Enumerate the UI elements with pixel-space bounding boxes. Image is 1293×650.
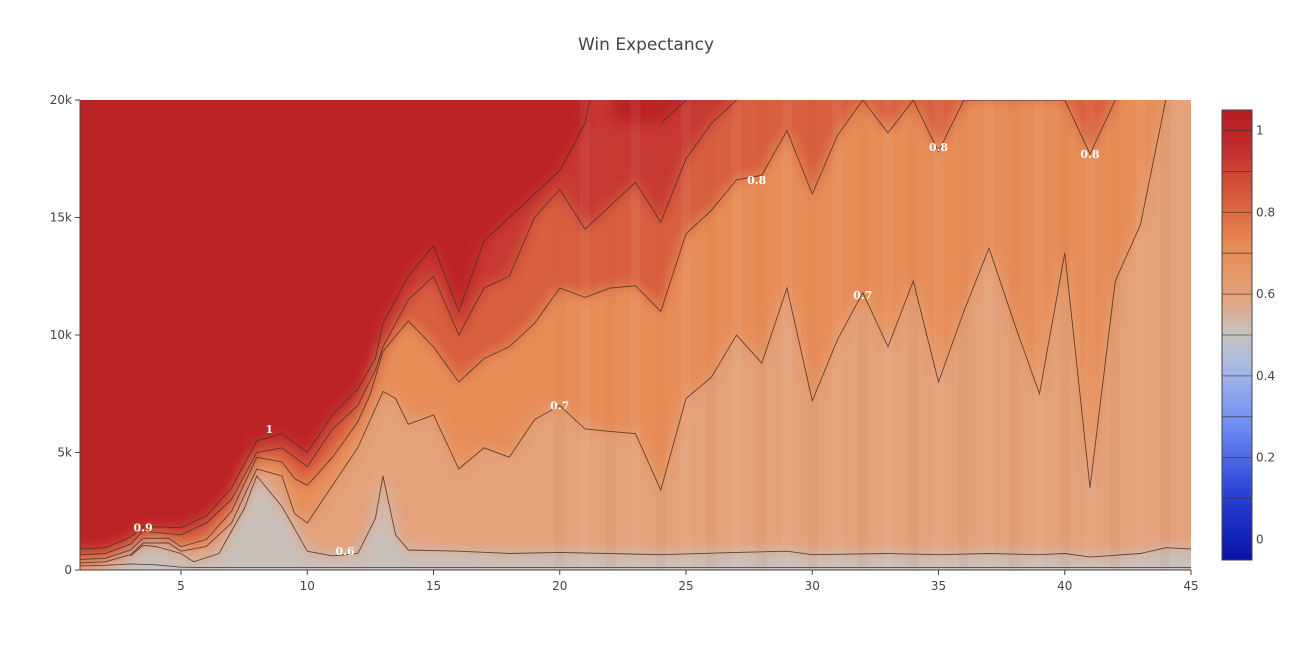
shading-stripe: [681, 100, 691, 570]
contour-line: [130, 475, 1191, 563]
shading-stripe: [857, 100, 868, 570]
y-tick-label: 15k: [50, 211, 72, 225]
contour-fill-group: [80, 100, 1191, 570]
shading-stripe: [807, 100, 818, 570]
shading-stripe: [1135, 100, 1146, 570]
shading-stripe: [782, 100, 792, 570]
shading-stripe: [1110, 100, 1121, 570]
x-tick-label: 15: [426, 579, 441, 593]
shading-stripe: [908, 100, 919, 570]
contour-label: 0.7: [853, 289, 872, 302]
shading-stripe: [832, 100, 843, 570]
shading-stripe: [933, 100, 944, 570]
y-tick-label: 10k: [50, 328, 72, 342]
shading-stripe: [883, 100, 893, 570]
shading-stripe: [1059, 100, 1070, 570]
x-axis: 5 10 15 20 25 30 35 40 45: [80, 569, 1199, 593]
shading-stripe: [958, 100, 969, 570]
colorbar-tick-label: 0.2: [1256, 451, 1275, 465]
contour-label: 0.8: [747, 174, 766, 187]
shading-stripe: [580, 100, 590, 570]
contour-label: 0.8: [929, 141, 948, 154]
y-tick-label: 5k: [57, 446, 72, 460]
shading-stripe: [756, 100, 767, 570]
colorbar-tick-label: 0.8: [1256, 205, 1275, 219]
y-axis: 0 5k 10k 15k 20k: [50, 93, 81, 577]
x-tick-label: 20: [552, 579, 567, 593]
contour-label: 0.6: [336, 545, 355, 558]
contour-label: 0.7: [550, 400, 569, 413]
contour-line: [80, 100, 1116, 560]
shading-stripe: [605, 100, 616, 570]
colorbar-tick-label: 1: [1256, 123, 1264, 137]
shading-stripe: [706, 100, 717, 570]
colorbar: 0 0.2 0.4 0.6 0.8 1: [1221, 109, 1275, 561]
x-tick-label: 10: [300, 579, 315, 593]
contour-line: [80, 563, 1191, 569]
contour-line: [80, 100, 737, 556]
x-tick-label: 25: [678, 579, 693, 593]
chart-title: Win Expectancy: [578, 35, 714, 55]
contour-line: [80, 100, 591, 550]
colorbar-tick-label: 0.4: [1256, 369, 1275, 383]
shading-stripe: [630, 100, 641, 570]
shading-stripe: [984, 100, 994, 570]
shading-stripe: [1009, 100, 1020, 570]
shading-stripe: [655, 100, 666, 570]
contour-fills: [80, 100, 1191, 570]
colorbar-tick-label: 0: [1256, 533, 1264, 547]
colorbar-tick-label: 0.6: [1256, 287, 1275, 301]
contour-fill-low: [107, 476, 1191, 570]
x-tick-label: 30: [805, 579, 820, 593]
x-tick-label: 40: [1057, 579, 1072, 593]
y-tick-label: 0: [64, 563, 72, 577]
contour-fill: [80, 100, 590, 549]
contour-label: 0.8: [1080, 148, 1099, 161]
shading-stripe: [1160, 100, 1171, 570]
shading-stripe: [554, 100, 565, 570]
shading-stripe: [1085, 100, 1095, 570]
contour-label: 1: [266, 423, 274, 436]
x-tick-label: 35: [931, 579, 946, 593]
contour-label: 0.9: [134, 522, 153, 535]
y-tick-label: 20k: [50, 93, 72, 107]
x-tick-label: 5: [177, 579, 185, 593]
contour-labels: 0.9 1 0.6 0.7 0.7 0.8 0.8 0.8: [134, 141, 1100, 558]
x-tick-label: 45: [1183, 579, 1198, 593]
contour-lines: [80, 100, 1191, 569]
contour-line: [80, 100, 1167, 564]
shading-stripe: [1034, 100, 1045, 570]
contour-line: [660, 100, 687, 124]
